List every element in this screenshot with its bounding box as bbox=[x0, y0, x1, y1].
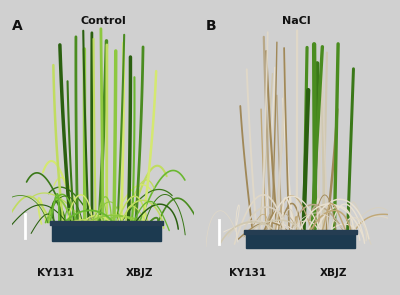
Polygon shape bbox=[50, 222, 163, 225]
Text: KY131: KY131 bbox=[230, 268, 266, 278]
Text: XBJZ: XBJZ bbox=[320, 268, 348, 278]
Polygon shape bbox=[52, 225, 161, 241]
Text: KY131: KY131 bbox=[38, 268, 74, 278]
Text: Control: Control bbox=[80, 16, 126, 26]
Text: B: B bbox=[206, 19, 217, 33]
Text: A: A bbox=[12, 19, 23, 33]
Text: XBJZ: XBJZ bbox=[126, 268, 154, 278]
Text: NaCl: NaCl bbox=[282, 16, 311, 26]
Polygon shape bbox=[246, 234, 355, 248]
Polygon shape bbox=[244, 230, 357, 234]
